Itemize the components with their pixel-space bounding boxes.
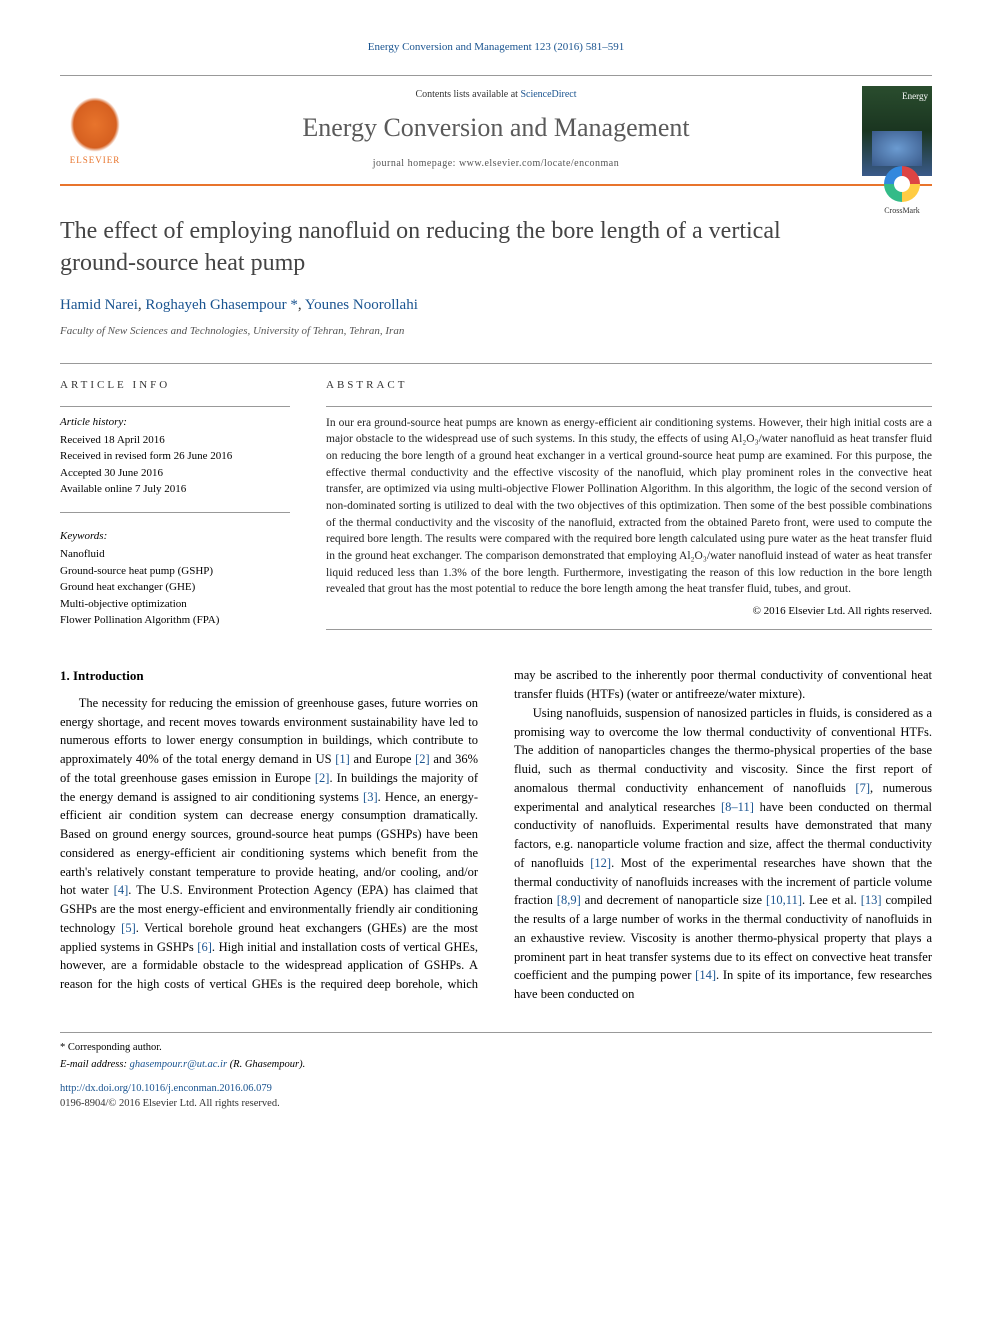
keyword-3: Ground heat exchanger (GHE) <box>60 579 290 596</box>
author-2-corresponding[interactable]: Roghayeh Ghasempour <box>145 297 286 313</box>
cite-13[interactable]: [13] <box>861 893 882 907</box>
abstract-copyright: © 2016 Elsevier Ltd. All rights reserved… <box>326 604 932 619</box>
abstract-column: ABSTRACT In our era ground-source heat p… <box>326 378 932 630</box>
article-title: The effect of employing nanofluid on red… <box>60 216 932 278</box>
keyword-1: Nanofluid <box>60 546 290 563</box>
author-1[interactable]: Hamid Narei <box>60 297 138 313</box>
cite-4[interactable]: [4] <box>114 883 129 897</box>
issn-copyright: 0196-8904/© 2016 Elsevier Ltd. All right… <box>60 1097 932 1112</box>
contents-line: Contents lists available at ScienceDirec… <box>130 88 862 102</box>
abstract-text: In our era ground-source heat pumps are … <box>326 415 932 598</box>
homepage-line: journal homepage: www.elsevier.com/locat… <box>130 157 862 171</box>
homepage-prefix: journal homepage: <box>373 158 459 169</box>
article-info-column: ARTICLE INFO Article history: Received 1… <box>60 378 290 630</box>
cite-1[interactable]: [1] <box>335 752 350 766</box>
journal-name: Energy Conversion and Management <box>130 110 862 146</box>
cite-7[interactable]: [7] <box>855 781 870 795</box>
cite-14[interactable]: [14] <box>695 968 716 982</box>
history-accepted: Accepted 30 June 2016 <box>60 465 290 482</box>
keyword-5: Flower Pollination Algorithm (FPA) <box>60 612 290 629</box>
cite-5[interactable]: [5] <box>121 921 136 935</box>
corresponding-author-note: * Corresponding author. <box>60 1041 932 1056</box>
email-author-name: (R. Ghasempour). <box>227 1059 305 1070</box>
article-info-heading: ARTICLE INFO <box>60 378 290 393</box>
affiliation: Faculty of New Sciences and Technologies… <box>60 324 932 339</box>
corresponding-marker[interactable]: * <box>290 297 298 313</box>
sciencedirect-link[interactable]: ScienceDirect <box>520 89 576 100</box>
cite-6[interactable]: [6] <box>197 940 212 954</box>
elsevier-tree-icon <box>70 97 120 152</box>
elsevier-text: ELSEVIER <box>70 154 121 167</box>
crossmark-label: CrossMark <box>872 205 932 216</box>
body-text: 1. Introduction The necessity for reduci… <box>60 666 932 1004</box>
cite-8-11[interactable]: [8–11] <box>721 800 754 814</box>
cite-12[interactable]: [12] <box>590 856 611 870</box>
cite-2b[interactable]: [2] <box>315 771 330 785</box>
keyword-4: Multi-objective optimization <box>60 596 290 613</box>
author-3[interactable]: Younes Noorollahi <box>305 297 418 313</box>
email-label: E-mail address: <box>60 1059 130 1070</box>
doi-link[interactable]: http://dx.doi.org/10.1016/j.enconman.201… <box>60 1082 932 1097</box>
crossmark-badge[interactable]: CrossMark <box>872 166 932 216</box>
cite-2[interactable]: [2] <box>415 752 430 766</box>
contents-prefix: Contents lists available at <box>415 89 520 100</box>
history-revised: Received in revised form 26 June 2016 <box>60 448 290 465</box>
keyword-2: Ground-source heat pump (GSHP) <box>60 563 290 580</box>
crossmark-icon <box>884 166 920 202</box>
history-online: Available online 7 July 2016 <box>60 481 290 498</box>
intro-paragraph-2: Using nanofluids, suspension of nanosize… <box>514 704 932 1004</box>
section-1-heading: 1. Introduction <box>60 666 478 686</box>
journal-banner: ELSEVIER Contents lists available at Sci… <box>60 75 932 186</box>
journal-cover-thumbnail[interactable] <box>862 86 932 176</box>
footer: * Corresponding author. E-mail address: … <box>60 1032 932 1112</box>
divider <box>60 363 932 364</box>
corresponding-email[interactable]: ghasempour.r@ut.ac.ir <box>130 1059 227 1070</box>
elsevier-logo[interactable]: ELSEVIER <box>60 91 130 171</box>
citation-header: Energy Conversion and Management 123 (20… <box>60 40 932 55</box>
history-label: Article history: <box>60 415 290 430</box>
authors-line: Hamid Narei, Roghayeh Ghasempour *, Youn… <box>60 295 932 316</box>
abstract-heading: ABSTRACT <box>326 378 932 393</box>
history-received: Received 18 April 2016 <box>60 432 290 449</box>
cite-3[interactable]: [3] <box>363 790 378 804</box>
cite-8-9[interactable]: [8,9] <box>557 893 581 907</box>
homepage-url[interactable]: www.elsevier.com/locate/enconman <box>459 158 619 169</box>
keywords-label: Keywords: <box>60 529 290 544</box>
email-line: E-mail address: ghasempour.r@ut.ac.ir (R… <box>60 1058 932 1073</box>
cite-10-11[interactable]: [10,11] <box>766 893 802 907</box>
